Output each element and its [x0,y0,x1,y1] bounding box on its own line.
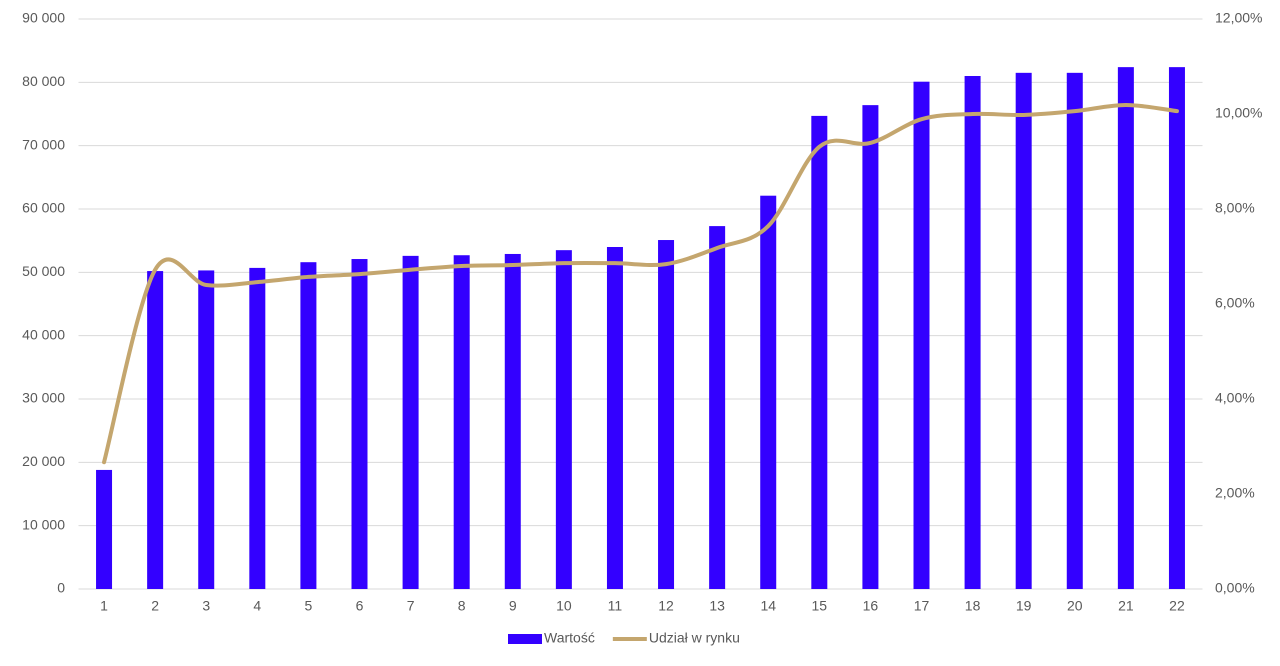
x-tick-label: 10 [556,598,572,614]
y2-tick-label: 10,00% [1215,105,1262,121]
bar [913,81,930,589]
x-tick-label: 15 [812,598,828,614]
x-tick-label: 21 [1118,598,1134,614]
bar [1168,67,1185,590]
bar [249,267,266,589]
x-tick-label: 17 [914,598,930,614]
x-tick-label: 22 [1169,598,1185,614]
y-tick-label: 30 000 [22,390,65,406]
bar [1015,72,1032,590]
bar [709,226,726,589]
x-tick-label: 9 [509,598,517,614]
x-tick-label: 20 [1067,598,1083,614]
x-tick-label: 11 [608,598,623,614]
bar [606,247,623,589]
x-tick-label: 19 [1016,598,1032,614]
x-tick-label: 18 [965,598,981,614]
y-tick-label: 70 000 [22,136,65,152]
bar [555,250,572,589]
y-tick-label: 50 000 [22,263,65,279]
y2-tick-label: 4,00% [1215,390,1255,406]
x-tick-label: 2 [151,598,159,614]
y-tick-label: 0 [57,580,65,596]
bar [964,76,981,589]
bar [504,253,521,589]
x-tick-label: 5 [305,598,313,614]
x-tick-label: 13 [709,598,725,614]
bar [862,105,879,589]
legend-label: Udział w rynku [649,630,740,646]
line [102,102,1179,465]
legend-swatch [508,634,542,644]
y2-tick-label: 12,00% [1215,10,1262,26]
y2-tick-label: 0,00% [1215,580,1255,596]
bar [453,255,470,589]
x-tick-label: 3 [202,598,210,614]
y-tick-label: 20 000 [22,453,65,469]
y-tick-label: 10 000 [22,516,65,532]
x-tick-label: 1 [100,598,108,614]
bar [1066,72,1083,590]
y2-tick-label: 6,00% [1215,295,1255,311]
x-tick-label: 4 [253,598,261,614]
x-tick-label: 6 [356,598,364,614]
bar [147,271,164,589]
y2-tick-label: 2,00% [1215,485,1255,501]
bar [96,469,113,589]
bar [351,259,368,589]
bar [198,270,215,589]
x-tick-label: 16 [863,598,879,614]
x-tick-label: 14 [760,598,776,614]
legend-label: Wartość [544,630,595,646]
y-tick-label: 80 000 [22,73,65,89]
bar [300,262,317,589]
y-tick-label: 60 000 [22,200,65,216]
y-tick-label: 90 000 [22,10,65,26]
y2-tick-label: 8,00% [1215,200,1255,216]
x-tick-label: 12 [658,598,674,614]
bar [811,115,828,590]
bar [1117,67,1134,590]
bar [658,240,675,590]
y-tick-label: 40 000 [22,326,65,342]
bar [402,255,419,589]
x-tick-label: 7 [407,598,415,614]
x-tick-label: 8 [458,598,466,614]
bar [760,195,777,589]
